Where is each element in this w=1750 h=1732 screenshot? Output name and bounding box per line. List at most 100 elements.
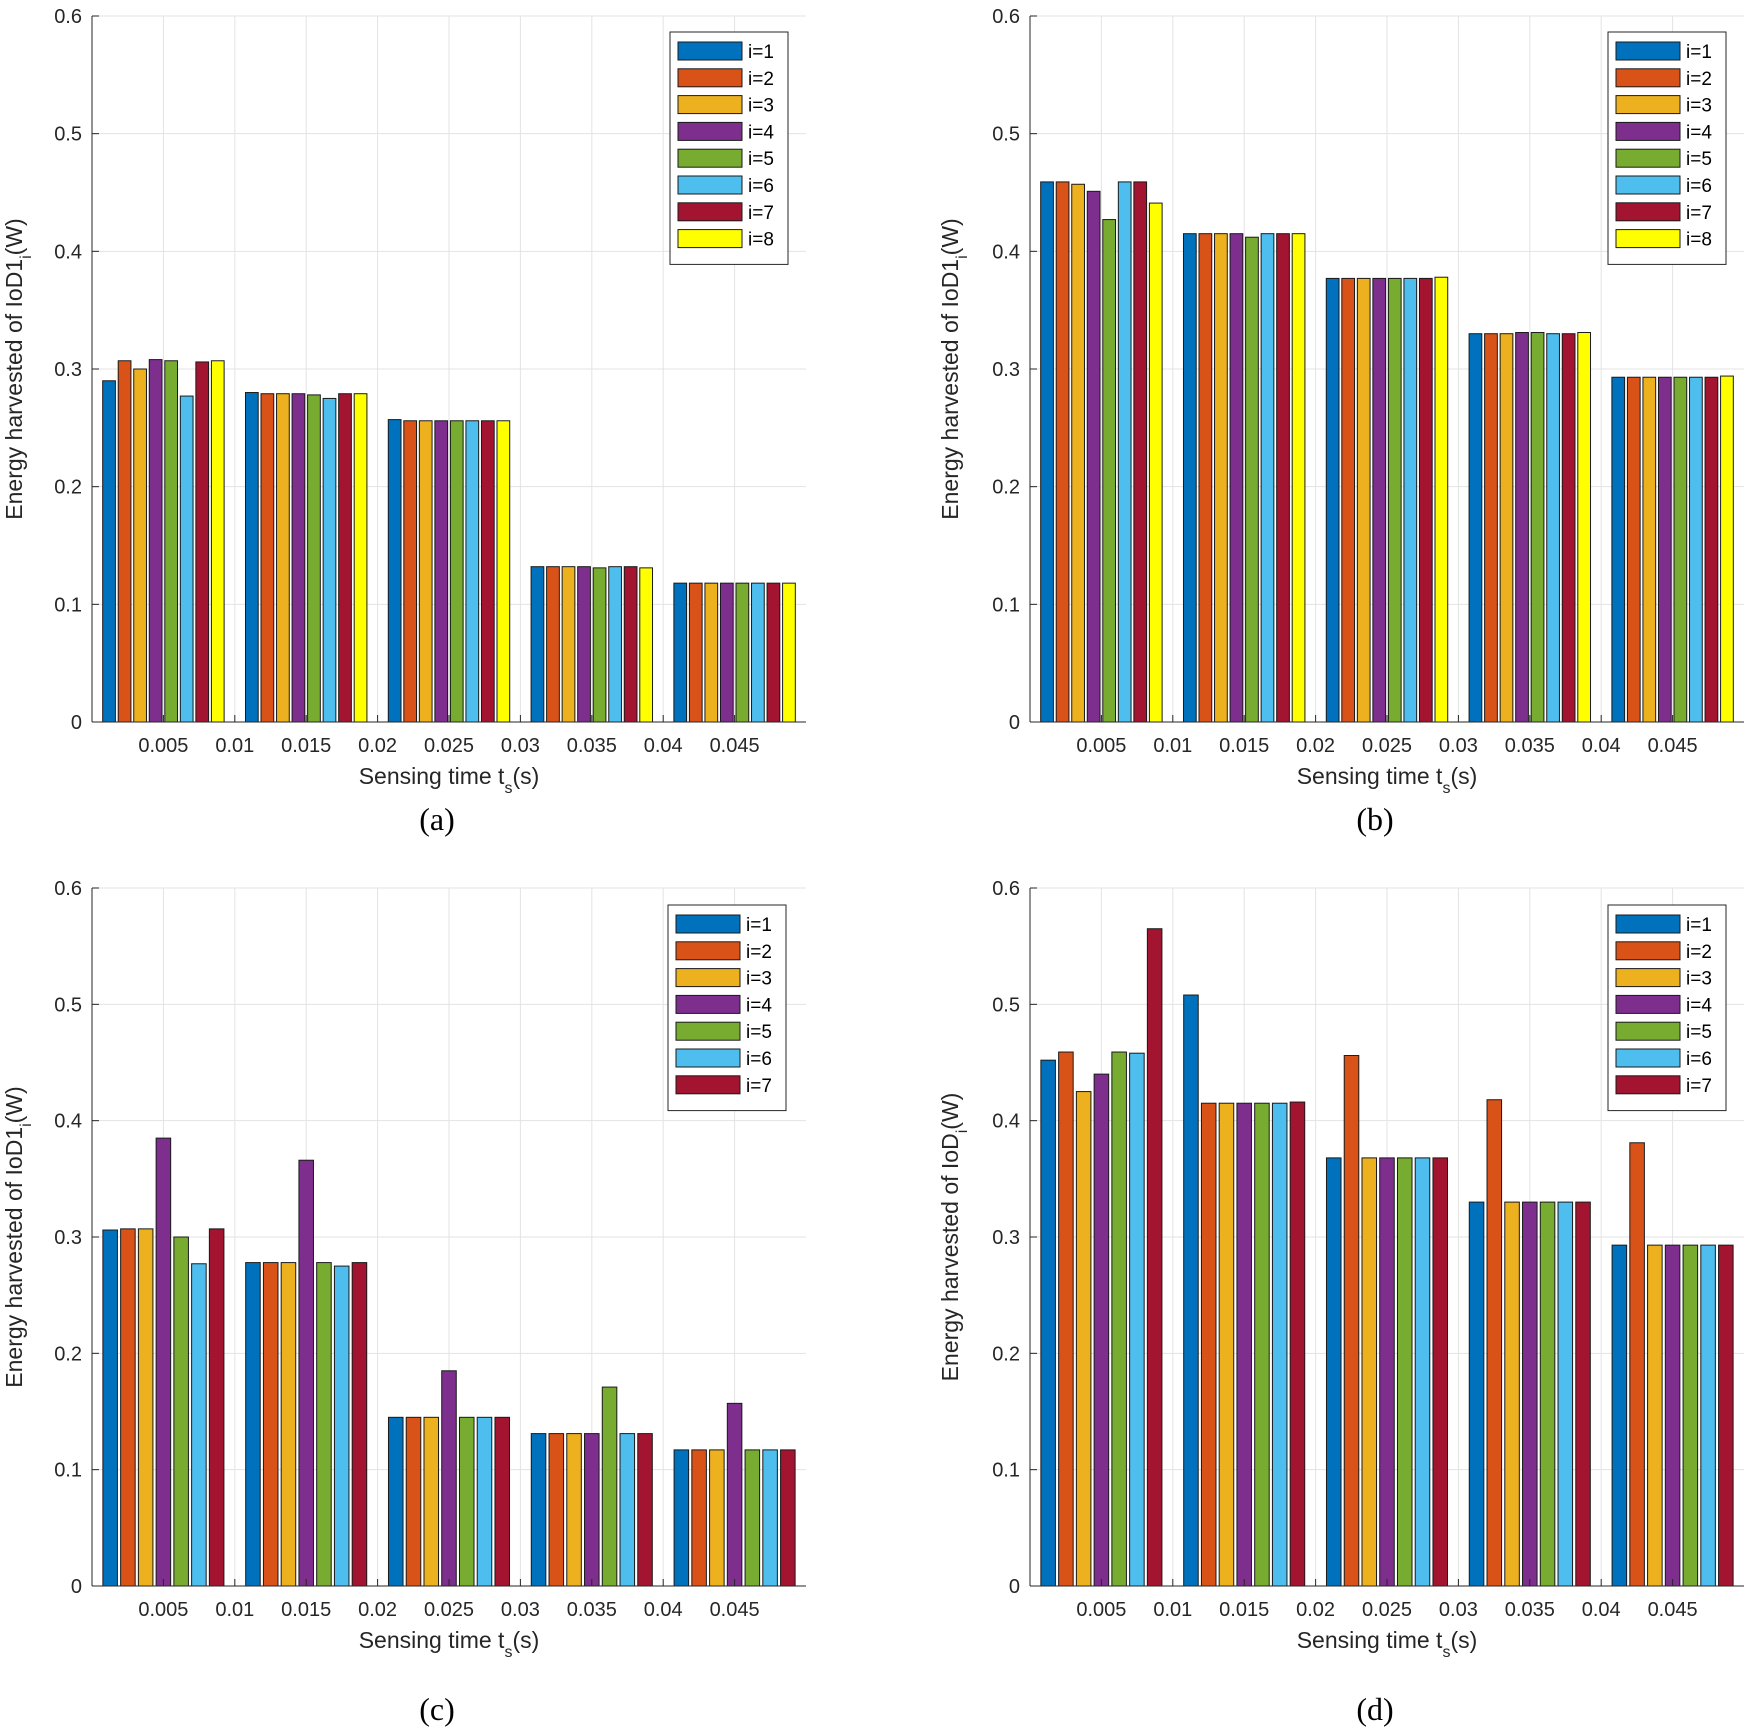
y-tick-label: 0 bbox=[71, 712, 82, 734]
bar bbox=[1271, 1102, 1288, 1587]
bar bbox=[704, 582, 719, 723]
bar bbox=[1040, 1059, 1056, 1587]
legend-swatch bbox=[1615, 968, 1681, 988]
bar bbox=[1102, 219, 1117, 723]
x-tick-label: 0.035 bbox=[1505, 1599, 1555, 1621]
x-tick-label: 0.03 bbox=[501, 1599, 540, 1621]
y-tick-label: 0.4 bbox=[54, 241, 82, 263]
bar bbox=[1504, 1201, 1520, 1587]
legend-label: i=2 bbox=[746, 942, 772, 963]
legend: i=1 i=2 i=3 i=4 i=5 i=6 i=7 i=8 bbox=[669, 31, 789, 265]
bar bbox=[530, 1433, 547, 1587]
bar bbox=[619, 1433, 636, 1587]
legend-label: i=5 bbox=[746, 1022, 772, 1043]
y-tick-label: 0.2 bbox=[992, 477, 1020, 499]
x-tick-label: 0.015 bbox=[281, 1599, 331, 1621]
bar bbox=[496, 420, 511, 723]
bar bbox=[592, 567, 607, 723]
x-tick-label: 0.025 bbox=[424, 735, 474, 757]
bar bbox=[1372, 277, 1387, 723]
bar bbox=[1214, 233, 1228, 723]
y-axis-label: Energy harvested of IoD1i(W) bbox=[937, 218, 971, 519]
x-tick-label: 0.005 bbox=[138, 735, 188, 757]
bar bbox=[637, 1433, 653, 1587]
x-axis-label: Sensing time ts(s) bbox=[1297, 1627, 1478, 1661]
y-tick-label: 0.6 bbox=[54, 878, 82, 900]
bar bbox=[441, 1370, 457, 1587]
y-tick-label: 0.2 bbox=[992, 1343, 1020, 1365]
legend-label: i=3 bbox=[1686, 96, 1712, 117]
bar bbox=[1218, 1102, 1235, 1587]
legend-label: i=7 bbox=[746, 1076, 772, 1097]
bar bbox=[1673, 376, 1688, 723]
bar bbox=[137, 1228, 154, 1587]
bar bbox=[1522, 1201, 1538, 1587]
bar bbox=[179, 395, 194, 723]
legend-swatch bbox=[677, 202, 743, 222]
y-tick-label: 0.2 bbox=[54, 1343, 82, 1365]
bar bbox=[1539, 1201, 1556, 1587]
chart-panel-d: 0.005 0.01 0.015 0.02 0.025 0.03 0.035 0.04 0.04… bbox=[937, 878, 1744, 1727]
x-tick-label: 0.015 bbox=[1219, 1599, 1269, 1621]
bar bbox=[1343, 1055, 1360, 1587]
bar bbox=[673, 582, 688, 723]
bar bbox=[719, 582, 734, 723]
x-axis-label-sub: s bbox=[504, 780, 512, 797]
x-tick-label: 0.02 bbox=[1296, 735, 1335, 757]
bar bbox=[276, 393, 290, 723]
bar bbox=[1086, 190, 1101, 723]
x-tick-label: 0.015 bbox=[1219, 735, 1269, 757]
bar bbox=[1530, 332, 1545, 723]
bar bbox=[1682, 1244, 1699, 1587]
legend-label: i=8 bbox=[1686, 230, 1712, 251]
x-tick-label: 0.02 bbox=[1296, 1599, 1335, 1621]
bar bbox=[1700, 1244, 1716, 1587]
x-tick-label: 0.01 bbox=[215, 735, 254, 757]
bar bbox=[1260, 233, 1275, 723]
x-axis-label-main: Sensing time t bbox=[1297, 1627, 1443, 1653]
bar bbox=[1611, 1244, 1628, 1587]
bar bbox=[1133, 181, 1148, 723]
y-axis-label-main: Energy harvested of IoD1 bbox=[1, 1127, 27, 1388]
bar bbox=[262, 1262, 279, 1587]
y-axis-label-sub: i bbox=[18, 255, 35, 259]
legend-swatch bbox=[677, 229, 743, 249]
bar bbox=[1403, 277, 1418, 723]
legend-swatch bbox=[675, 941, 741, 961]
bar bbox=[1182, 233, 1197, 723]
bar bbox=[333, 1265, 350, 1587]
bar bbox=[1198, 233, 1213, 723]
bar bbox=[476, 1416, 493, 1587]
y-axis-label: Energy harvested of IoD1i(W) bbox=[1, 1086, 35, 1387]
y-axis-label-sub: i bbox=[954, 255, 971, 259]
bar bbox=[766, 582, 781, 723]
bars bbox=[1040, 928, 1734, 1587]
legend-swatch bbox=[1615, 1021, 1681, 1041]
legend-swatch bbox=[1615, 148, 1681, 168]
x-tick-label: 0.045 bbox=[710, 1599, 760, 1621]
bar bbox=[449, 420, 464, 723]
x-tick-label: 0.035 bbox=[1505, 735, 1555, 757]
x-tick-label: 0.045 bbox=[1648, 735, 1698, 757]
bar bbox=[465, 420, 480, 723]
bar bbox=[1642, 376, 1657, 723]
x-tick-label: 0.03 bbox=[1439, 735, 1478, 757]
chart-panel-b: 0.005 0.01 0.015 0.02 0.025 0.03 0.035 0.04 0.04… bbox=[937, 6, 1744, 837]
bar bbox=[1361, 1157, 1378, 1587]
bar bbox=[709, 1449, 725, 1587]
legend-swatch bbox=[1615, 121, 1681, 141]
legend-swatch bbox=[1615, 202, 1681, 222]
bar bbox=[1434, 276, 1449, 723]
bar bbox=[133, 368, 147, 723]
bar bbox=[120, 1228, 136, 1587]
bar bbox=[458, 1416, 475, 1587]
bar bbox=[1111, 1051, 1127, 1587]
x-tick-label: 0.03 bbox=[501, 735, 540, 757]
bar bbox=[102, 1229, 118, 1587]
bar bbox=[316, 1262, 332, 1587]
y-axis-label-tail: (W) bbox=[1, 218, 27, 255]
legend-swatch bbox=[1615, 1075, 1681, 1095]
bar bbox=[1718, 1244, 1734, 1587]
legend-label: i=2 bbox=[748, 69, 774, 90]
legend-label: i=6 bbox=[748, 176, 774, 197]
